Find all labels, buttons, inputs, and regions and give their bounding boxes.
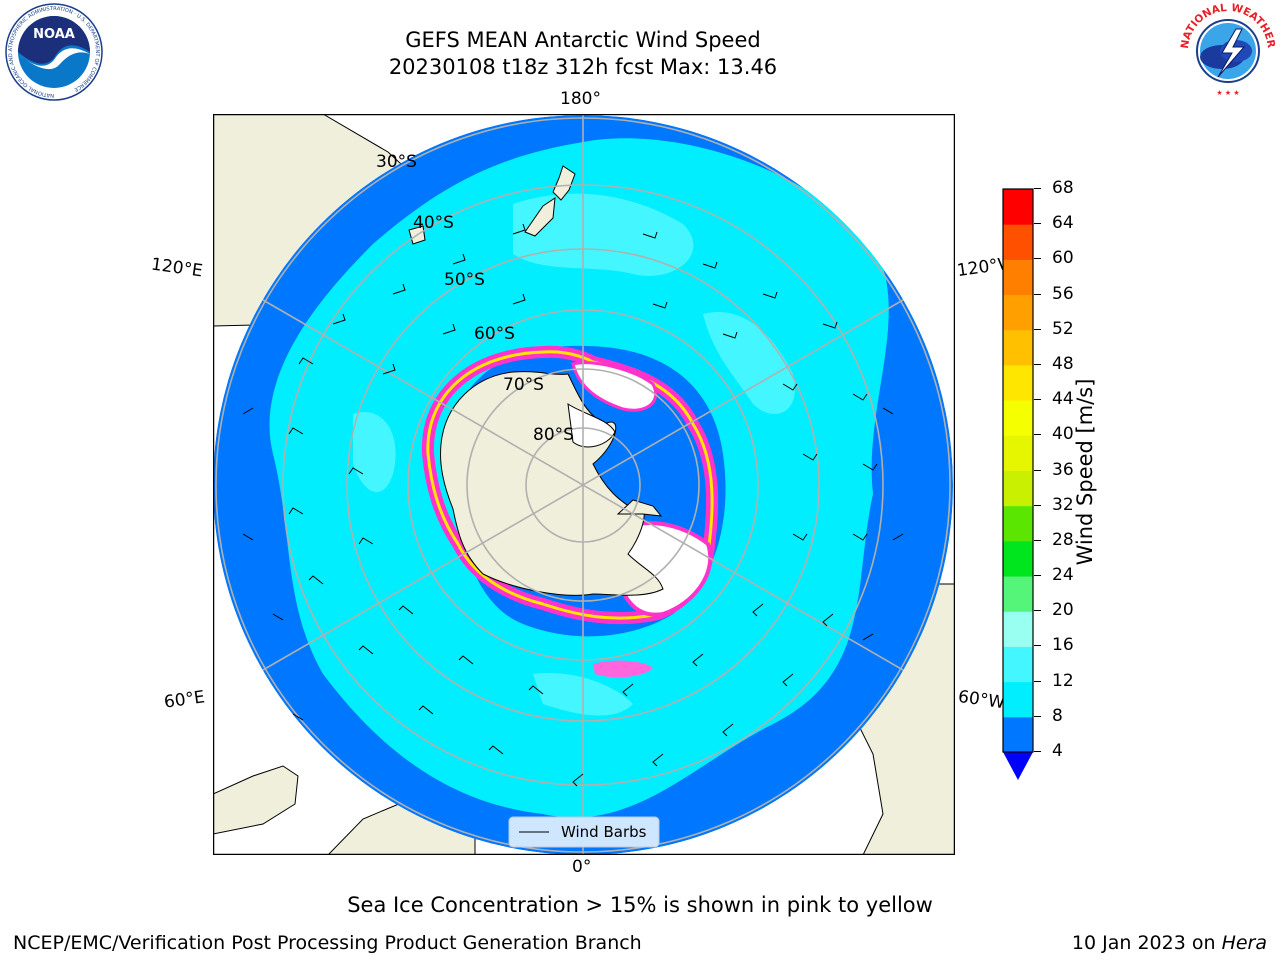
wind-field-12-16-a <box>513 193 694 276</box>
colorbar-label: Wind Speed [m/s] <box>1073 378 1097 566</box>
colorbar-segment <box>1003 400 1033 436</box>
colorbar-tick-label: 52 <box>1052 318 1074 339</box>
wind-barbs-legend: Wind Barbs <box>508 816 660 848</box>
colorbar-segment <box>1003 505 1033 542</box>
lon-label-120e: 120°E <box>149 254 204 282</box>
credit-text: NCEP/EMC/Verification Post Processing Pr… <box>13 932 642 954</box>
lon-label-60e: 60°E <box>162 687 207 713</box>
colorbar-segment <box>1003 716 1033 753</box>
lon-label-60w: 60°W <box>956 686 1006 714</box>
colorbar-tick-label: 36 <box>1052 459 1074 480</box>
colorbar-tick-mark <box>1034 399 1041 401</box>
colorbar-tick-label: 12 <box>1052 670 1074 691</box>
date-text: 10 Jan 2023 on <box>1071 932 1222 954</box>
sea-ice-note: Sea Ice Concentration > 15% is shown in … <box>347 893 933 917</box>
colorbar-frame <box>1002 188 1034 753</box>
colorbar-tick-mark <box>1034 504 1041 506</box>
colorbar-segment <box>1003 435 1033 471</box>
machine-name: Hera <box>1221 932 1267 954</box>
wind-field-12-16-b <box>703 312 795 414</box>
lat-label-60s: 60°S <box>474 324 515 344</box>
colorbar-segment <box>1003 294 1033 331</box>
lon-label-0: 0° <box>572 857 592 877</box>
polar-map: Wind Barbs <box>213 114 955 855</box>
colorbar-segment <box>1003 540 1033 577</box>
colorbar-tick-label: 4 <box>1052 741 1063 761</box>
colorbar-tick-mark <box>1034 680 1041 682</box>
wind-barbs <box>242 223 904 787</box>
colorbar-segment <box>1003 681 1033 718</box>
graticule <box>215 115 951 855</box>
colorbar-tick-mark <box>1034 434 1041 436</box>
colorbar-tick-label: 68 <box>1052 178 1074 198</box>
chart-title: GEFS MEAN Antarctic Wind Speed <box>405 28 761 52</box>
lon-label-120w: 120°W <box>955 254 1005 282</box>
ross-ice-shelf <box>567 402 616 448</box>
chart-subtitle: 20230108 t18z 312h fcst Max: 13.46 <box>388 55 778 79</box>
colorbar-tick-mark <box>1034 258 1041 260</box>
colorbar-tick-label: 28 <box>1052 529 1074 550</box>
colorbar-tick-mark <box>1034 575 1041 577</box>
noaa-logo: NOAA NATIONAL OCEANIC AND ATMOSPHERIC AD… <box>5 3 103 101</box>
colorbar-tick-label: 24 <box>1052 565 1074 586</box>
ross-sea-ice <box>571 361 658 412</box>
colorbar-tick-mark <box>1034 645 1041 647</box>
lat-label-50s: 50°S <box>444 270 485 290</box>
colorbar-tick-mark <box>1034 363 1041 365</box>
map-frame <box>213 114 955 855</box>
colorbar-segment <box>1003 611 1033 647</box>
colorbar-tick-mark <box>1034 751 1041 752</box>
colorbar-segment <box>1003 329 1033 366</box>
new-zealand-south <box>524 196 556 237</box>
svg-text:★ ★ ★: ★ ★ ★ <box>1216 89 1239 97</box>
colorbar-tick-label: 40 <box>1052 424 1074 445</box>
colorbar-tick-label: 48 <box>1052 353 1074 374</box>
colorbar-tick-label: 32 <box>1052 494 1074 515</box>
colorbar <box>1002 188 1034 780</box>
colorbar-tick-label: 44 <box>1052 389 1074 410</box>
colorbar-tick-label: 64 <box>1052 213 1074 234</box>
noaa-logo-text: NOAA <box>33 27 75 42</box>
colorbar-tick-mark <box>1034 715 1041 717</box>
colorbar-segments <box>1003 189 1033 753</box>
colorbar-under-arrow <box>1003 752 1033 780</box>
colorbar-segment <box>1003 189 1033 225</box>
colorbar-tick-label: 16 <box>1052 635 1074 656</box>
colorbar-tick-mark <box>1034 293 1041 295</box>
colorbar-segment <box>1003 646 1033 683</box>
colorbar-segment <box>1003 224 1033 260</box>
colorbar-segment <box>1003 364 1033 401</box>
colorbar-tick-label: 56 <box>1052 283 1074 304</box>
new-zealand-north <box>552 165 576 201</box>
lon-label-180: 180° <box>560 89 601 109</box>
colorbar-tick-label: 60 <box>1052 248 1074 269</box>
nws-logo: NATIONAL WEATHER SERVICE ★ ★ ★ <box>1178 1 1277 99</box>
colorbar-segment <box>1003 259 1033 296</box>
colorbar-tick-label: 8 <box>1052 705 1063 726</box>
colorbar-tick-mark <box>1034 328 1041 330</box>
colorbar-tick-mark <box>1034 610 1041 612</box>
colorbar-segment <box>1003 470 1033 507</box>
legend-label: Wind Barbs <box>561 823 647 841</box>
lat-label-70s: 70°S <box>503 375 544 395</box>
lat-label-40s: 40°S <box>413 213 454 233</box>
colorbar-tick-mark <box>1034 188 1041 189</box>
ice-patch <box>593 660 653 678</box>
colorbar-tick-mark <box>1034 539 1041 541</box>
colorbar-tick-mark <box>1034 469 1041 471</box>
colorbar-segment <box>1003 576 1033 612</box>
colorbar-tick-mark <box>1034 223 1041 225</box>
lat-label-30s: 30°S <box>376 152 417 172</box>
colorbar-tick-label: 20 <box>1052 600 1074 621</box>
date-stamp: 10 Jan 2023 on Hera <box>1072 932 1267 954</box>
wind-field-12-16-c <box>353 412 396 493</box>
lat-label-80s: 80°S <box>533 425 574 445</box>
